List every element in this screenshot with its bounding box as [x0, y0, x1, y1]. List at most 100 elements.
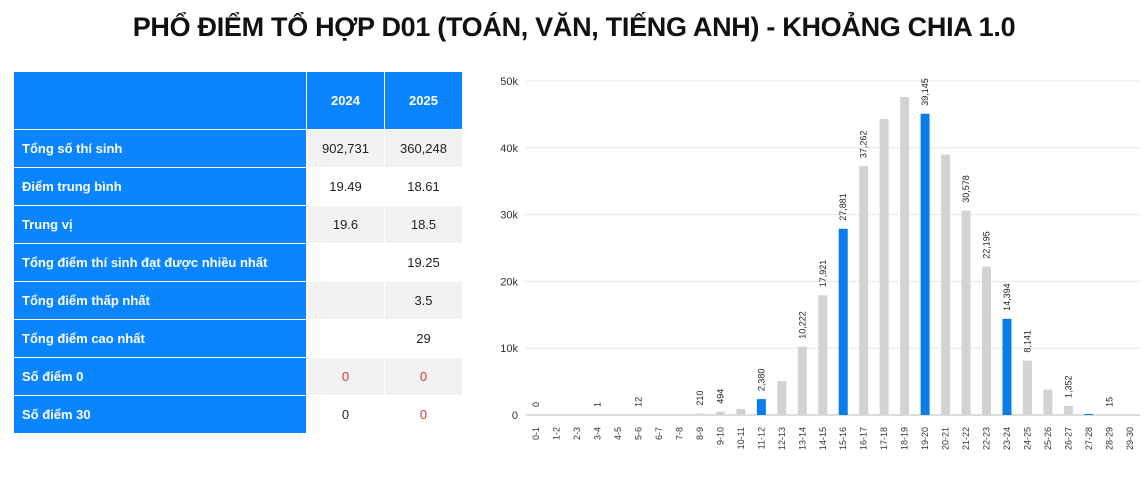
- x-tick-label: 13-14: [797, 427, 807, 450]
- value-2025: 0: [384, 395, 463, 434]
- x-tick-label: 10-11: [736, 427, 746, 449]
- bar: [1002, 318, 1012, 415]
- x-tick-label: 9-10: [715, 427, 725, 445]
- x-tick-label: 24-25: [1022, 427, 1032, 450]
- value-2025: 19.25: [384, 243, 463, 282]
- y-tick-label: 10k: [500, 343, 518, 355]
- score-distribution-chart: 0 10k 20k 30k 40k 50k 0-1 0 1-2 2-3 3-4 1 4-5 5-6 12 6-…: [500, 76, 1140, 450]
- y-tick-label: 0: [512, 410, 518, 422]
- table-row: Số điểm 0 0 0: [14, 357, 463, 396]
- x-tick-label: 22-23: [982, 427, 992, 450]
- y-tick-label: 40k: [500, 143, 518, 155]
- data-label: 22,195: [982, 231, 992, 259]
- x-tick-label: 8-9: [695, 427, 705, 440]
- value-2025: 29: [384, 319, 463, 358]
- x-tick-label: 3-4: [593, 427, 603, 440]
- bar: [1022, 360, 1032, 415]
- row-label: Số điểm 30: [14, 395, 307, 434]
- row-label: Tổng số thí sinh: [14, 129, 307, 168]
- value-2024: [306, 281, 385, 320]
- bar: [838, 228, 848, 415]
- y-tick-label: 30k: [500, 210, 518, 222]
- x-tick-label: 7-8: [675, 427, 685, 440]
- value-2025: 18.5: [384, 205, 463, 244]
- x-tick-label: 28-29: [1104, 427, 1114, 450]
- data-label: 15: [1104, 397, 1114, 407]
- x-tick-label: 26-27: [1063, 427, 1073, 450]
- table-row: Trung vị 19.6 18.5: [14, 205, 463, 244]
- x-tick-label: 21-22: [961, 427, 971, 450]
- value-2025: 3.5: [384, 281, 463, 320]
- value-2024: 902,731: [306, 129, 385, 168]
- table-row: Tổng điểm thấp nhất 3.5: [14, 281, 463, 320]
- bar: [879, 119, 889, 416]
- bar: [1043, 389, 1053, 415]
- value-2025: 360,248: [384, 129, 463, 168]
- data-label: 1,352: [1063, 375, 1073, 398]
- data-label: 210: [695, 391, 705, 406]
- data-label: 27,881: [838, 193, 848, 221]
- x-tick-label: 18-19: [900, 427, 910, 450]
- column-header-2025: 2025: [384, 72, 463, 130]
- bar: [920, 113, 930, 415]
- data-label: 0: [531, 402, 541, 407]
- x-tick-label: 23-24: [1002, 427, 1012, 450]
- value-2024: [306, 243, 385, 282]
- bar: [797, 346, 807, 415]
- bar: [1084, 413, 1094, 415]
- bar: [777, 380, 787, 415]
- x-tick-label: 20-21: [941, 427, 951, 450]
- bar: [756, 399, 766, 415]
- x-tick-label: 29-30: [1125, 427, 1135, 450]
- bar: [982, 266, 991, 415]
- data-label: 10,222: [797, 311, 807, 339]
- table-row: Tổng số thí sinh 902,731 360,248: [14, 129, 463, 168]
- bar: [736, 408, 746, 415]
- x-tick-label: 2-3: [572, 427, 582, 440]
- bar: [1063, 405, 1073, 415]
- bar: [961, 210, 971, 415]
- data-label: 30,578: [961, 175, 971, 203]
- y-tick-label: 50k: [500, 76, 518, 88]
- value-2024: [306, 319, 385, 358]
- x-tick-label: 19-20: [920, 427, 930, 450]
- value-2024: 0: [306, 395, 385, 434]
- bar: [695, 413, 705, 415]
- bar: [941, 154, 951, 415]
- stats-header-row: 2024 2025: [14, 72, 463, 130]
- x-tick-label: 5-6: [634, 427, 644, 440]
- value-2024: 19.6: [306, 205, 385, 244]
- row-label: Điểm trung bình: [14, 167, 307, 206]
- row-label: Tổng điểm thấp nhất: [14, 281, 307, 320]
- x-tick-label: 25-26: [1043, 427, 1053, 450]
- row-label: Tổng điểm thí sinh đạt được nhiều nhất: [14, 243, 307, 282]
- row-label: Số điểm 0: [14, 357, 307, 396]
- x-tick-label: 12-13: [777, 427, 787, 450]
- x-tick-label: 1-2: [552, 427, 562, 440]
- data-label: 14,394: [1002, 283, 1012, 311]
- data-label: 8,141: [1022, 330, 1032, 353]
- x-tick-label: 11-12: [756, 427, 766, 449]
- table-row: Tổng điểm cao nhất 29: [14, 319, 463, 358]
- data-label: 1: [593, 402, 603, 407]
- data-label: 12: [634, 397, 644, 407]
- y-tick-label: 20k: [500, 276, 518, 288]
- data-label: 37,262: [859, 131, 869, 159]
- row-label: Trung vị: [14, 205, 307, 244]
- value-2025: 18.61: [384, 167, 463, 206]
- page-title: PHỔ ĐIỂM TỔ HỢP D01 (TOÁN, VĂN, TIẾNG AN…: [132, 12, 1016, 42]
- x-tick-label: 14-15: [818, 427, 828, 450]
- stats-table: 2024 2025 Tổng số thí sinh 902,731 360,2…: [14, 72, 463, 434]
- value-2024: 0: [306, 357, 385, 396]
- x-tick-label: 6-7: [654, 427, 664, 440]
- column-header-2024: 2024: [306, 72, 385, 130]
- data-label: 2,380: [756, 369, 766, 392]
- x-tick-label: 4-5: [613, 427, 623, 440]
- x-tick-label: 0-1: [531, 427, 541, 440]
- bar: [859, 166, 869, 415]
- table-row: Điểm trung bình 19.49 18.61: [14, 167, 463, 206]
- data-label: 17,921: [818, 260, 828, 288]
- bar: [900, 97, 910, 416]
- x-tick-label: 15-16: [838, 427, 848, 450]
- table-row: Tổng điểm thí sinh đạt được nhiều nhất 1…: [14, 243, 463, 282]
